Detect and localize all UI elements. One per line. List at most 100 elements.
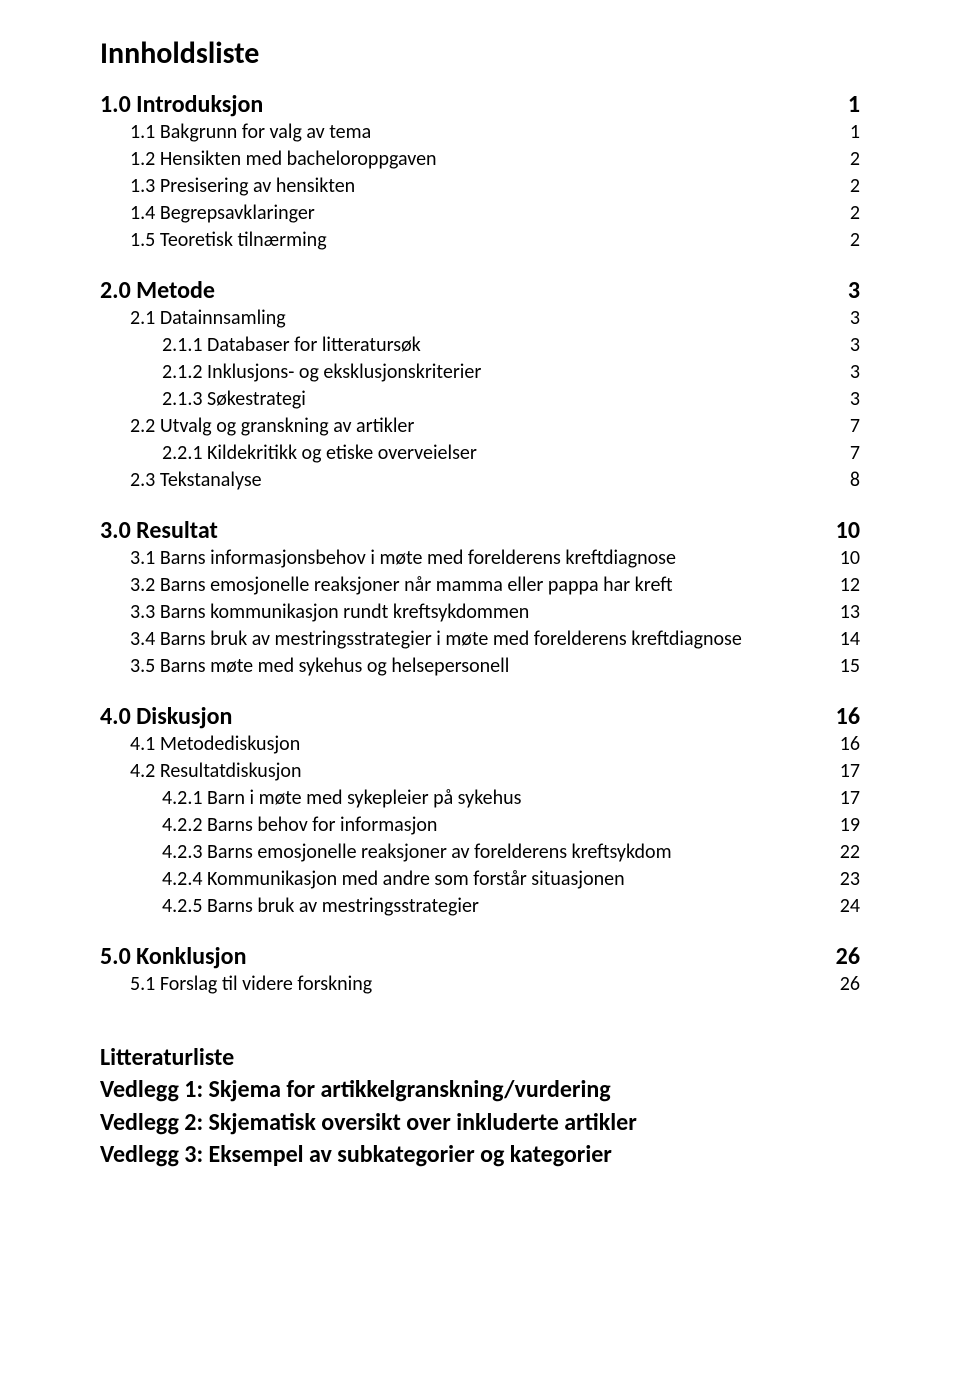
toc-entry-label: 1.4 Begrepsavklaringer [130,200,315,227]
toc-entry: 1.4 Begrepsavklaringer 2 [100,200,860,227]
section-heading: 5.0 Konklusjon 26 [100,942,860,971]
section-heading: 4.0 Diskusjon 16 [100,702,860,731]
section-heading: 1.0 Introduksjon 1 [100,90,860,119]
section-heading-label: 2.0 Metode [100,276,215,305]
toc-entry: 2.2 Utvalg og granskning av artikler 7 [100,413,860,440]
toc-entry-page: 3 [850,386,860,413]
toc-entry: 3.5 Barns møte med sykehus og helseperso… [100,653,860,680]
toc-entry: 1.3 Presisering av hensikten 2 [100,173,860,200]
toc-entry-page: 2 [850,200,860,227]
toc-entry: 1.5 Teoretisk tilnærming 2 [100,227,860,254]
toc-entry-page: 23 [840,866,860,893]
section-heading-label: 1.0 Introduksjon [100,90,263,119]
toc-entry-page: 17 [840,785,860,812]
toc-entry-label: 2.1 Datainnsamling [130,305,286,332]
toc-entry-label: 1.1 Bakgrunn for valg av tema [130,119,371,146]
toc-entry-label: 3.2 Barns emosjonelle reaksjoner når mam… [130,572,673,599]
toc-entry: 3.3 Barns kommunikasjon rundt kreftsykdo… [100,599,860,626]
toc-entry-label: 3.3 Barns kommunikasjon rundt kreftsykdo… [130,599,529,626]
toc-entry: 2.1 Datainnsamling 3 [100,305,860,332]
toc-entry-page: 16 [840,731,860,758]
toc-entry-page: 10 [840,545,860,572]
toc-entry-page: 2 [850,146,860,173]
toc-entry-page: 26 [840,971,860,998]
toc-entry-label: 4.2.4 Kommunikasjon med andre som forstå… [162,866,625,893]
toc-entry-page: 7 [850,413,860,440]
toc-entry: 4.2.2 Barns behov for informasjon 19 [100,812,860,839]
toc-entry-page: 3 [850,332,860,359]
toc-entry-label: 5.1 Forslag til videre forskning [130,971,372,998]
toc-entry-label: 3.5 Barns møte med sykehus og helseperso… [130,653,509,680]
toc-entry-label: 2.1.3 Søkestrategi [162,386,306,413]
toc-entry-page: 2 [850,173,860,200]
toc-section: 1.0 Introduksjon 1 1.1 Bakgrunn for valg… [100,90,860,254]
section-heading-label: 5.0 Konklusjon [100,942,246,971]
toc-entry: 3.2 Barns emosjonelle reaksjoner når mam… [100,572,860,599]
toc-entry: 4.2.1 Barn i møte med sykepleier på syke… [100,785,860,812]
toc-section: 5.0 Konklusjon 26 5.1 Forslag til videre… [100,942,860,998]
section-heading-label: 4.0 Diskusjon [100,702,232,731]
toc-entry-page: 13 [840,599,860,626]
toc-entry-label: 4.2.3 Barns emosjonelle reaksjoner av fo… [162,839,672,866]
section-heading: 3.0 Resultat 10 [100,516,860,545]
toc-entry: 1.2 Hensikten med bacheloroppgaven2 [100,146,860,173]
toc-entry-page: 22 [840,839,860,866]
toc-section: 3.0 Resultat 10 3.1 Barns informasjonsbe… [100,516,860,680]
toc-section: 2.0 Metode 3 2.1 Datainnsamling 3 2.1.1 D… [100,276,860,494]
section-heading-page: 1 [848,90,860,119]
toc-entry-page: 7 [850,440,860,467]
toc-entry: 4.2.3 Barns emosjonelle reaksjoner av fo… [100,839,860,866]
toc-entry-page: 2 [850,227,860,254]
section-heading-page: 3 [848,276,860,305]
toc-entry-label: 4.2.5 Barns bruk av mestringsstrategier [162,893,479,920]
toc-section: 4.0 Diskusjon 16 4.1 Metodediskusjon 16 4… [100,702,860,920]
toc-entry-label: 4.2.2 Barns behov for informasjon [162,812,437,839]
toc-entry: 2.1.2 Inklusjons- og eksklusjonskriterie… [100,359,860,386]
toc-entry-label: 3.4 Barns bruk av mestringsstrategier i … [130,626,742,653]
toc-entry-page: 3 [850,359,860,386]
toc-entry-label: 1.5 Teoretisk tilnærming [130,227,327,254]
toc-entry: 2.2.1 Kildekritikk og etiske overveielse… [100,440,860,467]
toc-entry-label: 2.2.1 Kildekritikk og etiske overveielse… [162,440,477,467]
toc-entry-page: 1 [850,119,860,146]
toc-entry-label: 4.1 Metodediskusjon [130,731,300,758]
appendix-line: Vedlegg 2: Skjematisk oversikt over inkl… [100,1107,860,1139]
toc-entry-page: 8 [850,467,860,494]
toc-entry-label: 2.1.2 Inklusjons- og eksklusjonskriterie… [162,359,481,386]
toc-entry-label: 4.2 Resultatdiskusjon [130,758,301,785]
section-heading-page: 26 [836,942,860,971]
toc-entry-page: 12 [840,572,860,599]
section-heading-page: 10 [836,516,860,545]
toc-entry-page: 19 [840,812,860,839]
toc-entry: 2.1.1 Databaser for litteratursøk 3 [100,332,860,359]
toc-entry: 3.1 Barns informasjonsbehov i møte med f… [100,545,860,572]
document-page: Innholdsliste 1.0 Introduksjon 1 1.1 Bak… [0,0,960,1394]
toc-entry-page: 17 [840,758,860,785]
toc-entry-label: 2.3 Tekstanalyse [130,467,262,494]
toc-entry-label: 1.3 Presisering av hensikten [130,173,355,200]
section-heading: 2.0 Metode 3 [100,276,860,305]
toc-entry-label: 2.2 Utvalg og granskning av artikler [130,413,414,440]
appendix-line: Vedlegg 3: Eksempel av subkategorier og … [100,1139,860,1171]
toc-entry: 4.2.5 Barns bruk av mestringsstrategier 2… [100,893,860,920]
appendix-block: Litteraturliste Vedlegg 1: Skjema for ar… [100,1042,860,1172]
appendix-line: Litteraturliste [100,1042,860,1074]
toc-entry: 2.3 Tekstanalyse 8 [100,467,860,494]
toc-entry-page: 15 [840,653,860,680]
toc-entry: 4.2.4 Kommunikasjon med andre som forstå… [100,866,860,893]
toc-entry: 2.1.3 Søkestrategi 3 [100,386,860,413]
toc-entry: 3.4 Barns bruk av mestringsstrategier i … [100,626,860,653]
section-heading-page: 16 [836,702,860,731]
toc-entry-page: 3 [850,305,860,332]
appendix-line: Vedlegg 1: Skjema for artikkelgranskning… [100,1074,860,1106]
toc-entry: 4.1 Metodediskusjon 16 [100,731,860,758]
page-title: Innholdsliste [100,35,860,72]
toc-entry-label: 4.2.1 Barn i møte med sykepleier på syke… [162,785,521,812]
toc-entry-page: 14 [840,626,860,653]
section-heading-label: 3.0 Resultat [100,516,218,545]
toc-entry-label: 2.1.1 Databaser for litteratursøk [162,332,421,359]
toc-entry: 5.1 Forslag til videre forskning 26 [100,971,860,998]
toc-entry: 1.1 Bakgrunn for valg av tema 1 [100,119,860,146]
toc-entry-page: 24 [840,893,860,920]
toc-entry-label: 3.1 Barns informasjonsbehov i møte med f… [130,545,676,572]
